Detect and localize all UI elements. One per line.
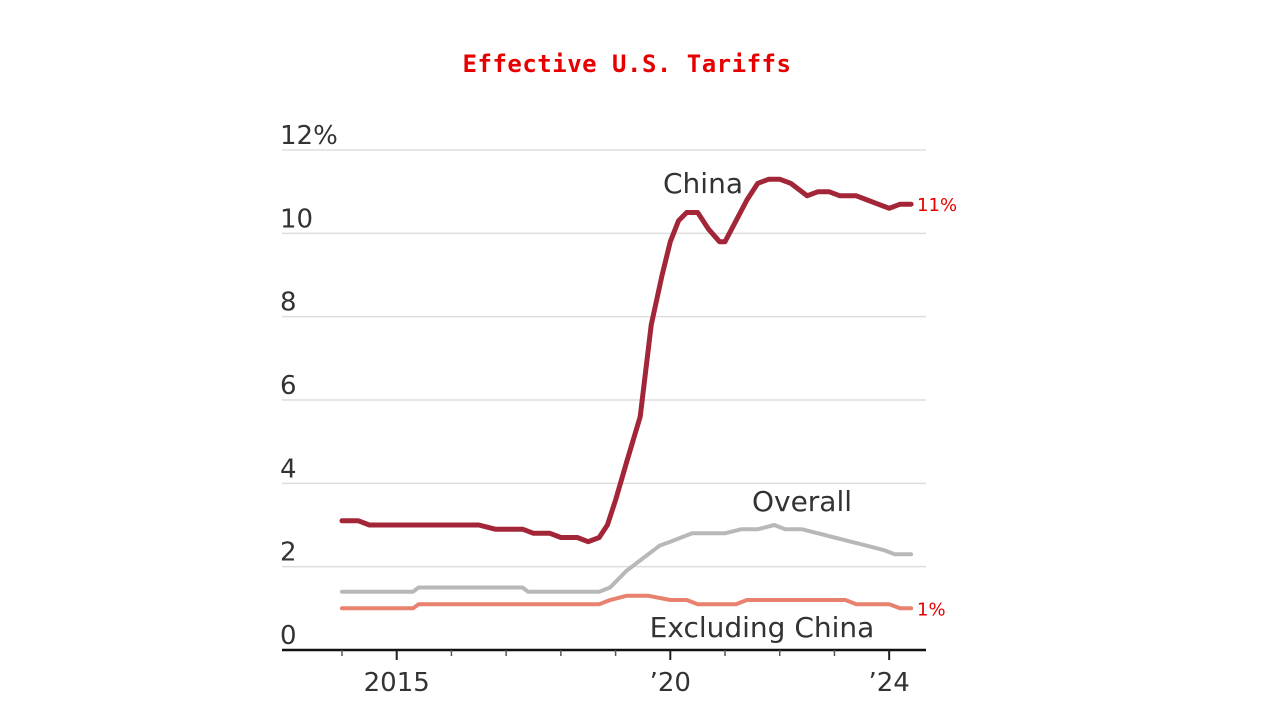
series-lines (339, 176, 914, 611)
y-tick-label-8: 8 (280, 288, 297, 318)
x-tick-label-2024: ’24 (868, 668, 909, 698)
series-line-china (339, 176, 914, 545)
y-tick-label-2: 2 (280, 538, 297, 568)
y-tick-label-10: 10 (280, 204, 313, 234)
x-tick-label-2015: 2015 (364, 668, 430, 698)
x-tick-label-2020: ’20 (650, 668, 691, 698)
end-label-china: 11% (917, 195, 957, 216)
series-label-overall: Overall (752, 485, 852, 518)
x-axis-tick-labels: 2015 ’20 ’24 (364, 668, 910, 698)
series-line-overall (340, 523, 914, 594)
x-axis (282, 648, 926, 660)
y-axis-tick-labels: 0 2 4 6 8 10 12% (280, 121, 338, 651)
end-label-excluding-china: 1% (917, 599, 946, 620)
y-tick-label-4: 4 (280, 454, 297, 484)
y-tick-label-0: 0 (280, 621, 297, 651)
chart-title: Effective U.S. Tariffs (462, 50, 792, 78)
series-label-china: China (663, 167, 743, 200)
y-tick-label-12: 12% (280, 121, 338, 151)
series-line-excluding-china (340, 593, 914, 611)
gridlines (282, 149, 926, 568)
y-tick-label-6: 6 (280, 371, 297, 401)
series-label-excluding-china: Excluding China (650, 611, 875, 644)
series-labels: China Overall Excluding China 11% 1% (650, 167, 957, 644)
